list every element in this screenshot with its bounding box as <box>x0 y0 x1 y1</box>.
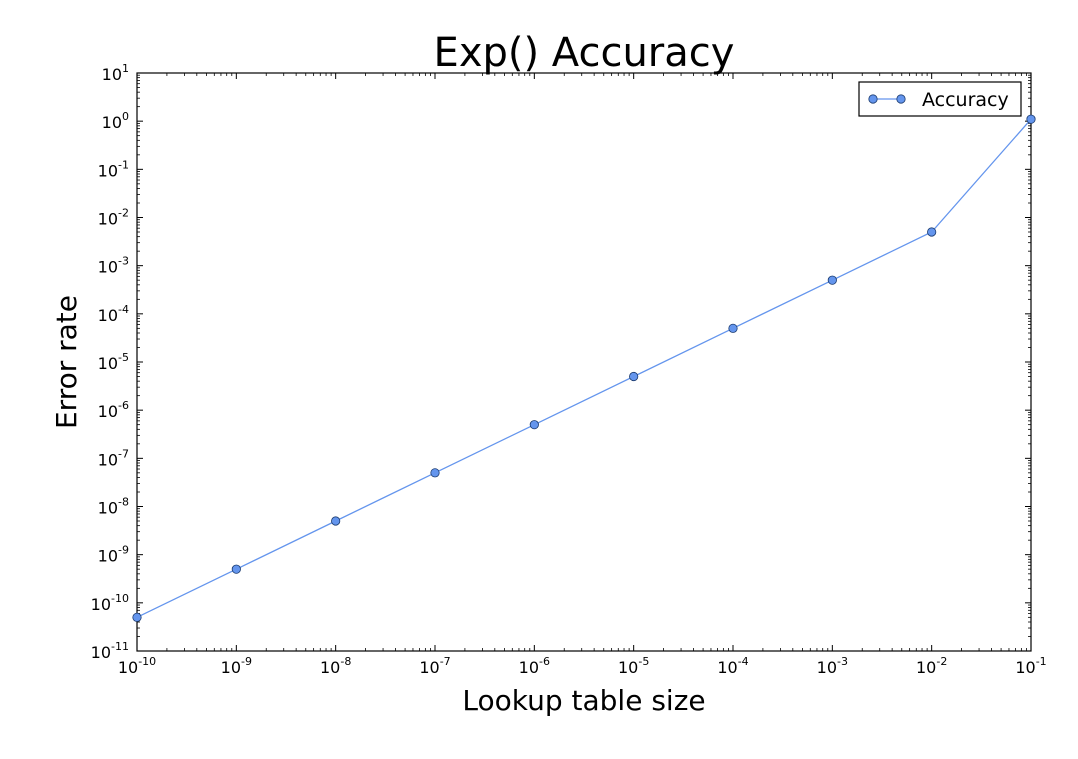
legend-marker <box>868 94 878 104</box>
x-tick-label: 10-2 <box>916 655 947 677</box>
legend-marker <box>896 94 906 104</box>
y-tick-label: 10-7 <box>98 447 129 469</box>
y-tick-label: 10-5 <box>98 351 129 373</box>
data-point <box>331 516 341 526</box>
data-point <box>1026 114 1036 124</box>
y-tick-label: 100 <box>102 110 129 132</box>
y-tick-label: 10-10 <box>91 592 129 614</box>
y-tick-label: 10-2 <box>98 207 129 229</box>
legend: Accuracy <box>858 81 1022 117</box>
legend-label: Accuracy <box>922 89 1009 111</box>
y-tick-label: 10-6 <box>98 399 129 421</box>
data-point <box>629 371 639 382</box>
x-tick-label: 10-7 <box>419 655 450 677</box>
data-point <box>132 612 142 622</box>
plot-layer: 10-10 10-9 10-8 10-7 10-6 10-5 10-4 10-3 10-2 10-… <box>91 62 1047 677</box>
series-line <box>136 118 1032 618</box>
x-tick-label: 10-8 <box>320 655 351 677</box>
data-point <box>728 323 738 333</box>
y-tick-label: 10-11 <box>91 640 129 662</box>
plot-frame <box>136 72 1032 652</box>
y-tick-label: 101 <box>102 62 129 84</box>
x-tick-label: 10-4 <box>717 655 748 677</box>
chart-title: Exp() Accuracy <box>434 30 735 76</box>
x-tick-label: 10-3 <box>817 655 848 677</box>
y-tick-label: 10-8 <box>98 496 129 518</box>
x-tick-label: 10-9 <box>221 655 252 677</box>
x-tick-label: 10-10 <box>118 655 156 677</box>
data-point <box>927 227 937 237</box>
x-tick-label: 10-1 <box>1015 655 1046 677</box>
y-tick-label: 10-1 <box>98 158 129 180</box>
data-point <box>827 275 837 285</box>
data-point <box>529 420 539 430</box>
data-point <box>231 564 241 574</box>
x-tick-label: 10-6 <box>519 655 550 677</box>
x-tick-label: 10-5 <box>618 655 649 677</box>
y-axis-label: Error rate <box>50 295 83 429</box>
x-axis-label: Lookup table size <box>462 684 705 717</box>
y-tick-label: 10-4 <box>98 303 129 325</box>
y-tick-label: 10-3 <box>98 255 129 277</box>
data-point <box>430 468 440 478</box>
y-tick-label: 10-9 <box>98 544 129 566</box>
